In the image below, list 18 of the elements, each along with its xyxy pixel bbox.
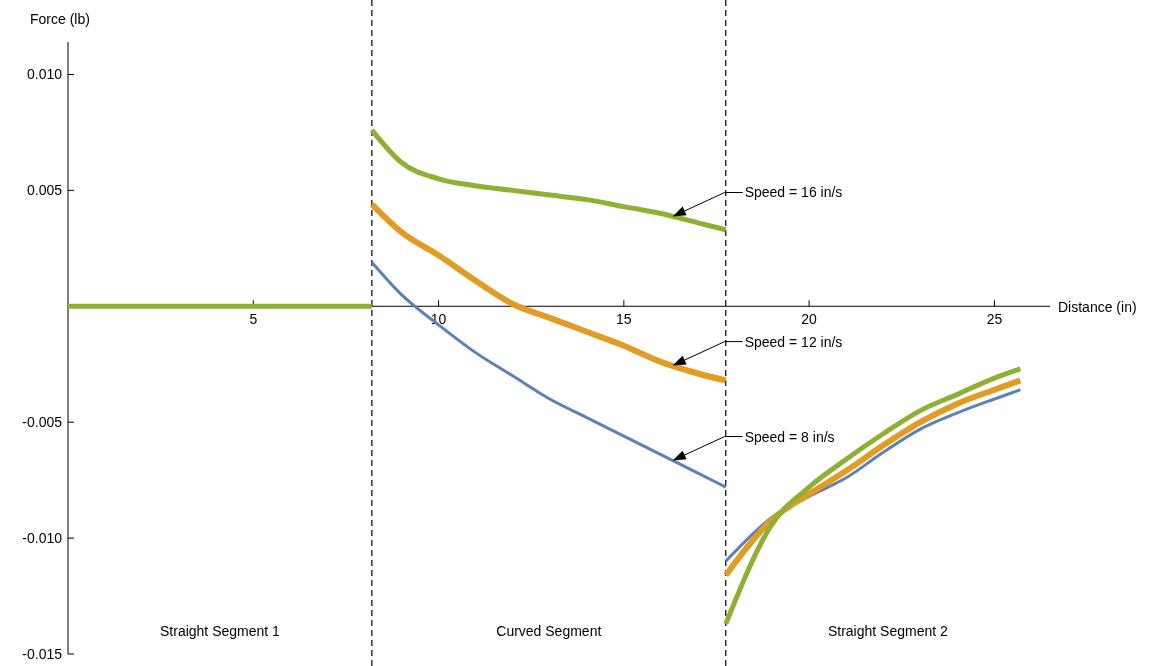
line-series (370, 260, 728, 489)
y-tick-label: 0.010 (26, 66, 63, 83)
y-tick-label: -0.005 (22, 414, 63, 431)
x-axis-title: Distance (in) (1058, 299, 1137, 316)
annotation: Speed = 8 in/s (744, 428, 835, 445)
annotation: Speed = 12 in/s (744, 333, 843, 350)
x-tick-label: 5 (249, 311, 258, 328)
annotation: Curved Segment (496, 623, 602, 639)
annotation: Straight Segment 2 (827, 623, 949, 639)
x-tick-label: 25 (986, 311, 1003, 328)
x-tick-label: 20 (801, 311, 818, 328)
annotation: Straight Segment 1 (160, 623, 281, 639)
y-tick-label: -0.015 (22, 646, 63, 662)
y-tick-label: -0.010 (22, 530, 63, 547)
y-axis-title: Force (lb) (30, 11, 90, 27)
annotation: Speed = 16 in/s (744, 184, 843, 201)
x-tick-label: 15 (616, 311, 632, 328)
y-tick-label: 0.005 (26, 182, 63, 199)
